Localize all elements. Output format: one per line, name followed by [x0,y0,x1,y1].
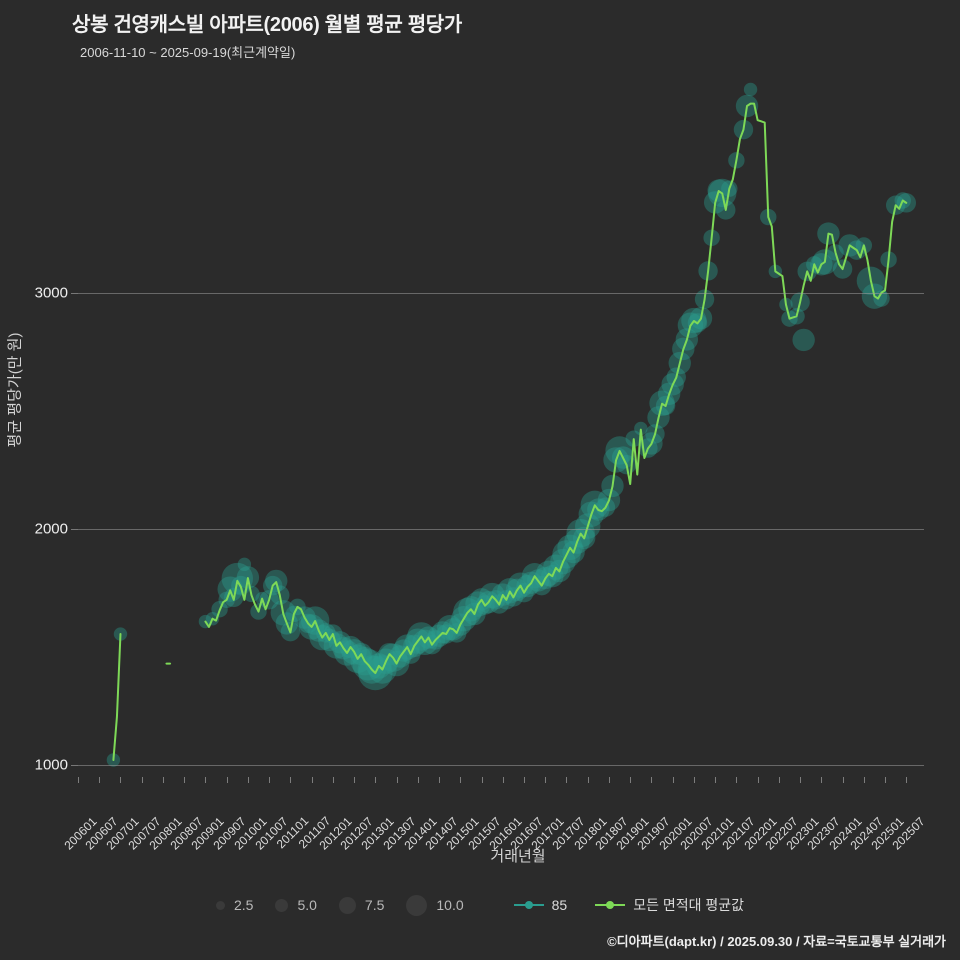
scatter-point [743,82,758,97]
x-tick-mark [78,777,79,783]
legend-bubble-icon [338,896,356,914]
x-tick-mark [290,777,292,783]
x-tick-mark [120,777,122,783]
line-series [204,102,908,675]
legend-size-scale: 2.5 5.0 7.5 10.0 [215,894,486,916]
x-tick-mark [757,777,759,783]
legend-line-marker [524,901,533,909]
x-axis-label: 거래년월 [490,848,546,865]
x-tick-mark [375,777,377,783]
footer-credit: ©디아파트(dapt.kr) / 2025.09.30 / 자료=국토교통부 실… [607,934,946,949]
x-tick-mark [906,777,908,783]
legend-line-icon [595,899,626,911]
x-tick-mark [247,777,249,783]
x-tick-mark [439,777,441,783]
legend-bubble-icon [406,894,428,916]
legend-size-label: 7.5 [364,897,385,913]
x-tick-mark [354,777,356,783]
scatter-series [106,82,916,767]
x-tick-mark [269,777,271,783]
page-subtitle: 2006-11-10 ~ 2025-09-19(최근계약일) [80,45,296,60]
legend-line-icon [513,899,544,911]
scatter-point [265,569,288,593]
x-tick-mark [863,777,865,783]
x-tick-mark [736,777,738,783]
legend-series-item[interactable]: 모든 면적대 평균값 [595,895,744,915]
x-tick-mark [184,777,186,783]
scatter-point [634,421,648,436]
x-tick-mark [651,777,653,783]
x-tick-mark [502,777,504,783]
x-tick-mark [226,777,228,783]
y-gridline [78,292,924,294]
legend-bubble-icon [215,900,225,910]
x-tick-mark [205,777,207,783]
legend-bubble-icon [275,898,289,912]
x-tick-mark [141,777,143,783]
x-tick-mark [481,777,483,783]
plot-area: 1000 2000 3000 [35,80,924,777]
legend-size-item: 10.0 [406,894,464,916]
x-tick-mark [800,777,802,783]
legend-size-item: 7.5 [338,896,385,914]
legend-series-label: 85 [551,897,568,913]
x-tick-mark [162,777,164,783]
x-tick-mark [99,777,101,783]
y-tick-mark [71,292,78,294]
x-tick-mark [885,777,887,783]
y-axis-label: 평균 평당가(만 원) [6,332,24,448]
y-tick-label: 3000 [34,284,68,302]
chart-legend: 2.5 5.0 7.5 10.0 85 모든 면적대 평균값 [0,885,960,925]
x-tick-mark [715,777,717,783]
x-tick-mark [821,777,823,783]
x-tick-mark [587,777,589,783]
x-tick-mark [460,777,462,783]
page-title: 상봉 건영캐스빌 아파트(2006) 월별 평균 평당가 [72,14,462,36]
y-tick-mark [71,765,78,767]
x-tick-mark [566,777,568,783]
x-axis-ticks: 200601 200607 200701 200707 200801 200807 2009… [61,777,928,877]
legend-size-label: 5.0 [297,897,317,913]
scatter-point [873,290,890,307]
legend-size-label: 10.0 [436,897,464,913]
x-tick-mark [608,777,610,783]
scatter-point [221,562,253,595]
legend-series-group: 85 모든 면적대 평균값 [486,895,744,915]
chart-svg [106,82,916,767]
x-tick-mark [842,777,844,783]
y-tick-label: 1000 [34,756,68,774]
scatter-point [792,328,815,352]
line-series [112,633,122,761]
x-tick-mark [311,777,313,783]
legend-series-item[interactable]: 85 [513,897,568,913]
legend-line-marker [606,901,615,909]
y-tick-mark [71,528,78,530]
y-tick-label: 2000 [34,520,68,538]
x-tick-mark [693,777,695,783]
x-tick-mark [630,777,632,783]
legend-series-label: 모든 면적대 평균값 [633,897,745,913]
x-tick-mark [417,777,419,783]
y-gridline [78,765,924,767]
x-tick-mark [778,777,780,783]
x-tick-mark [396,777,398,783]
x-tick-mark [524,777,525,783]
y-gridline [78,528,924,530]
x-tick-mark [332,777,334,783]
legend-size-item: 5.0 [275,897,317,913]
scatter-point [237,557,252,572]
legend-size-item: 2.5 [215,897,254,913]
x-tick-mark [545,777,547,783]
legend-size-label: 2.5 [233,897,254,913]
x-tick-mark [672,777,674,783]
